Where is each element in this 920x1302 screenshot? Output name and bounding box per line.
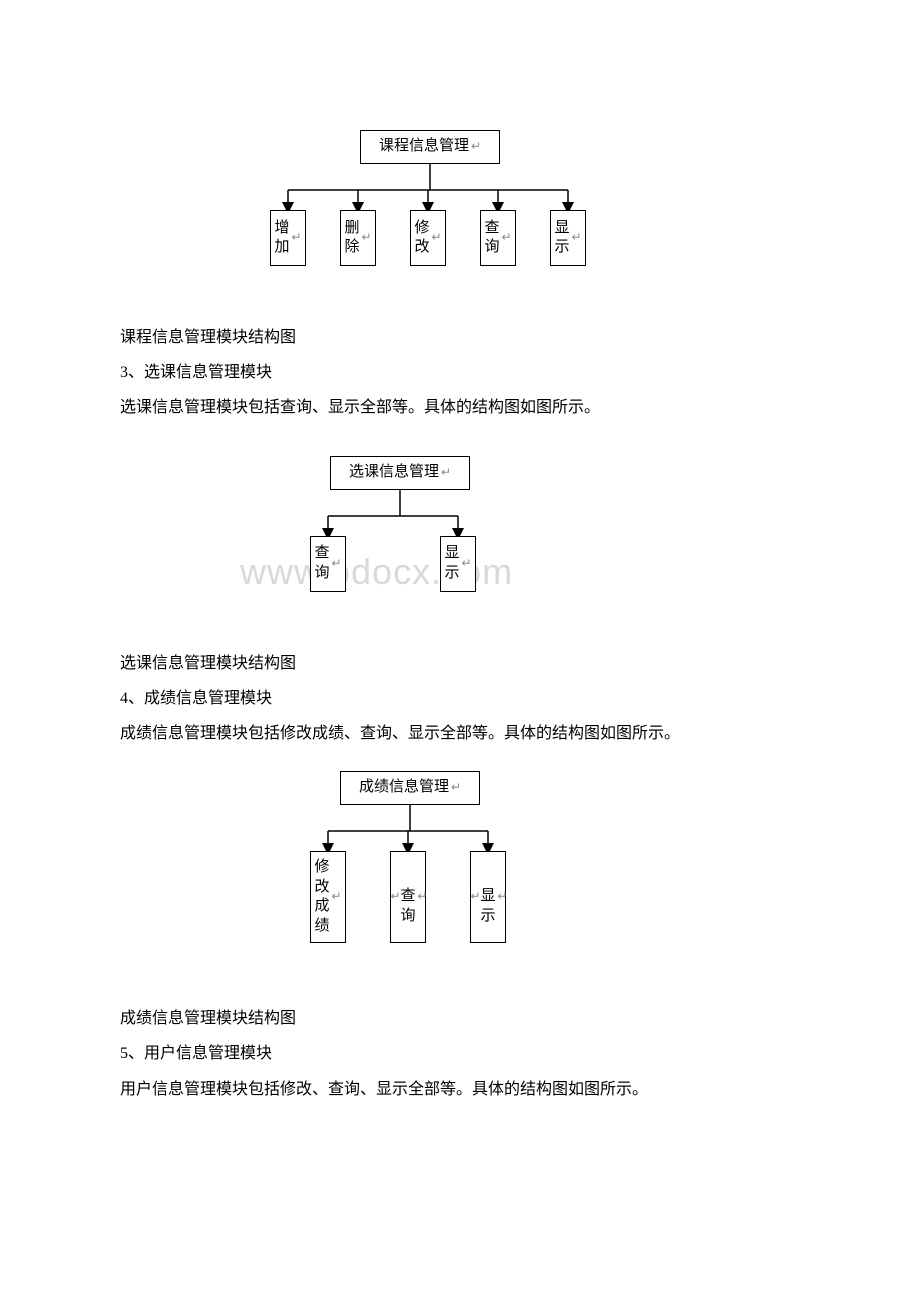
diagram3-child-0: 修 改 成 绩↵ — [310, 851, 346, 943]
diagram1-child-3: 查 询↵ — [480, 210, 516, 266]
section5-title: 5、用户信息管理模块 — [120, 1036, 800, 1071]
diagram2-root: 选课信息管理↵ — [330, 456, 470, 490]
diagram1-child-0: 增 加↵ — [270, 210, 306, 266]
diagram2-child-1: 显 示↵ — [440, 536, 476, 592]
section5-body: 用户信息管理模块包括修改、查询、显示全部等。具体的结构图如图所示。 — [120, 1072, 800, 1107]
diagram-selection-info: www.bdocx.com 选课信息管理↵ 查 询↵ 显 示↵ — [210, 456, 800, 616]
diagram1-child-2: 修 改↵ — [410, 210, 446, 266]
diagram3-child-1: ↵ 查 询↵ — [390, 851, 426, 943]
section4-body: 成绩信息管理模块包括修改成绩、查询、显示全部等。具体的结构图如图所示。 — [120, 716, 800, 751]
section3-title: 3、选课信息管理模块 — [120, 355, 800, 390]
diagram2-child-0: 查 询↵ — [310, 536, 346, 592]
diagram-course-info: 课程信息管理↵ 增 加↵ 删 除↵ 修 改↵ 查 询↵ 显 示↵ — [180, 130, 800, 290]
caption-3: 成绩信息管理模块结构图 — [120, 1001, 800, 1036]
diagram1-child-4: 显 示↵ — [550, 210, 586, 266]
section4-title: 4、成绩信息管理模块 — [120, 681, 800, 716]
diagram1-root: 课程信息管理↵ — [360, 130, 500, 164]
section3-body: 选课信息管理模块包括查询、显示全部等。具体的结构图如图所示。 — [120, 390, 800, 425]
diagram-grade-info: 成绩信息管理↵ 修 改 成 绩↵ ↵ 查 询↵ ↵ 显 示↵ — [210, 771, 800, 971]
diagram3-root: 成绩信息管理↵ — [340, 771, 480, 805]
caption-1: 课程信息管理模块结构图 — [120, 320, 800, 355]
diagram3-child-2: ↵ 显 示↵ — [470, 851, 506, 943]
diagram1-child-1: 删 除↵ — [340, 210, 376, 266]
caption-2: 选课信息管理模块结构图 — [120, 646, 800, 681]
